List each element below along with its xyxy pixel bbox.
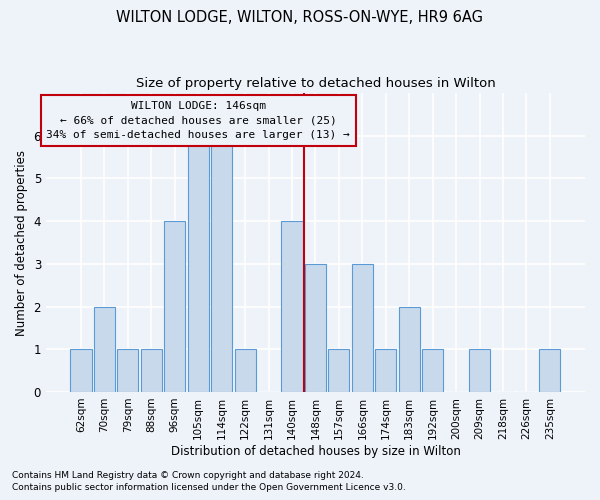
Text: Contains HM Land Registry data © Crown copyright and database right 2024.
Contai: Contains HM Land Registry data © Crown c… (12, 471, 406, 492)
Bar (469, 350, 490, 392)
Title: Size of property relative to detached houses in Wilton: Size of property relative to detached ho… (136, 78, 496, 90)
Bar (164, 221, 185, 392)
Y-axis label: Number of detached properties: Number of detached properties (15, 150, 28, 336)
Bar (118, 350, 139, 392)
Bar (94, 306, 115, 392)
Bar (211, 136, 232, 392)
Bar (305, 264, 326, 392)
Bar (188, 136, 209, 392)
Bar (141, 350, 162, 392)
Bar (352, 264, 373, 392)
Bar (281, 221, 302, 392)
Text: WILTON LODGE, WILTON, ROSS-ON-WYE, HR9 6AG: WILTON LODGE, WILTON, ROSS-ON-WYE, HR9 6… (116, 10, 484, 25)
Bar (399, 306, 420, 392)
Bar (70, 350, 92, 392)
Bar (235, 350, 256, 392)
Bar (422, 350, 443, 392)
Text: WILTON LODGE: 146sqm
← 66% of detached houses are smaller (25)
34% of semi-detac: WILTON LODGE: 146sqm ← 66% of detached h… (46, 100, 350, 140)
Bar (539, 350, 560, 392)
Bar (328, 350, 349, 392)
X-axis label: Distribution of detached houses by size in Wilton: Distribution of detached houses by size … (170, 444, 460, 458)
Bar (375, 350, 397, 392)
